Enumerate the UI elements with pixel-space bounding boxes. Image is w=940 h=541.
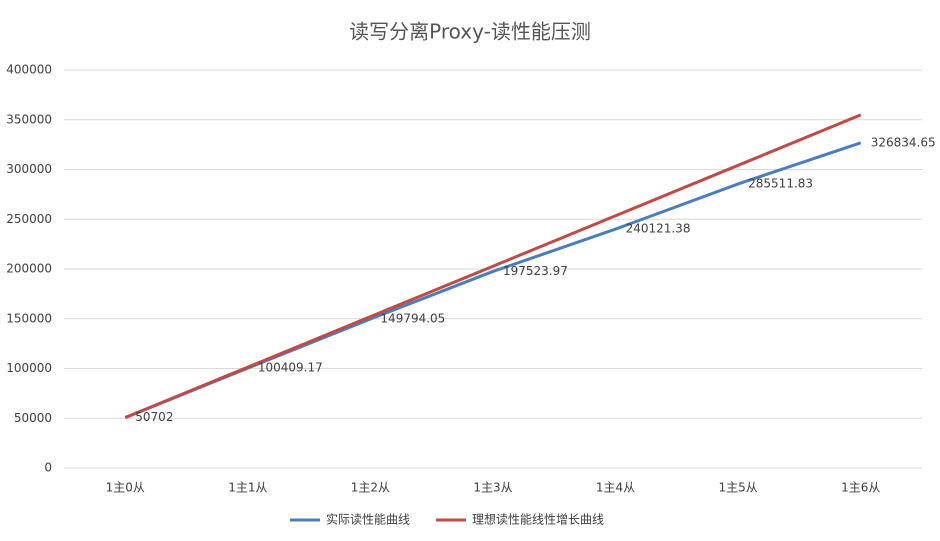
data-label: 100409.17 xyxy=(258,361,323,375)
x-tick-label: 1主6从 xyxy=(841,481,880,495)
x-tick-label: 1主3从 xyxy=(473,481,512,495)
x-tick-label: 1主2从 xyxy=(351,481,390,495)
chart-title: 读写分离Proxy-读性能压测 xyxy=(349,20,591,44)
data-label: 197523.97 xyxy=(503,264,568,278)
x-tick-label: 1主4从 xyxy=(596,481,635,495)
data-label: 50702 xyxy=(135,410,173,424)
data-label: 285511.83 xyxy=(748,176,813,190)
legend-label: 实际读性能曲线 xyxy=(326,512,410,527)
x-tick-label: 1主1从 xyxy=(228,481,267,495)
y-tick-label: 150000 xyxy=(6,311,52,325)
x-tick-label: 1主0从 xyxy=(106,481,145,495)
y-tick-label: 0 xyxy=(44,461,52,475)
series-line xyxy=(124,113,862,419)
y-tick-label: 50000 xyxy=(14,411,52,425)
x-tick-label: 1主5从 xyxy=(719,481,758,495)
y-tick-label: 200000 xyxy=(6,262,52,276)
data-label: 326834.65 xyxy=(871,135,936,149)
legend-label: 理想读性能线性增长曲线 xyxy=(472,512,604,527)
y-tick-label: 300000 xyxy=(6,162,52,176)
y-tick-label: 250000 xyxy=(6,212,52,226)
data-label: 240121.38 xyxy=(626,222,691,236)
data-label: 149794.05 xyxy=(380,311,445,325)
y-tick-label: 100000 xyxy=(6,361,52,375)
y-tick-label: 350000 xyxy=(6,112,52,126)
y-tick-label: 400000 xyxy=(6,63,52,77)
